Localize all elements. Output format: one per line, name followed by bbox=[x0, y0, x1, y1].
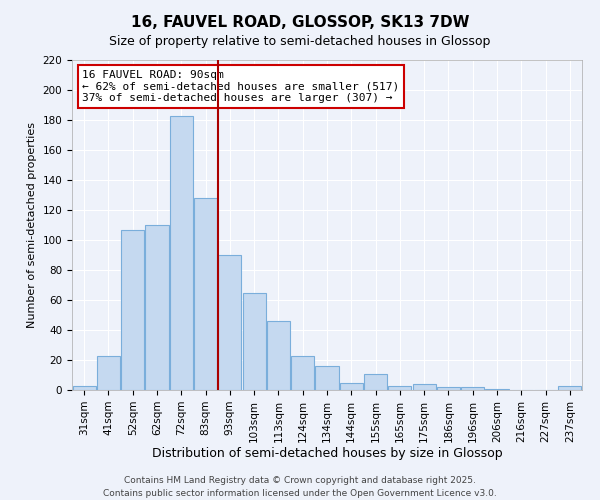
Bar bbox=[194, 198, 217, 390]
Bar bbox=[121, 230, 144, 390]
Text: 16, FAUVEL ROAD, GLOSSOP, SK13 7DW: 16, FAUVEL ROAD, GLOSSOP, SK13 7DW bbox=[131, 15, 469, 30]
Text: Size of property relative to semi-detached houses in Glossop: Size of property relative to semi-detach… bbox=[109, 35, 491, 48]
Bar bbox=[291, 356, 314, 390]
Bar bbox=[559, 386, 581, 390]
Text: Contains HM Land Registry data © Crown copyright and database right 2025.
Contai: Contains HM Land Registry data © Crown c… bbox=[103, 476, 497, 498]
Bar bbox=[170, 116, 193, 390]
Bar bbox=[316, 366, 338, 390]
Bar bbox=[388, 386, 412, 390]
Bar bbox=[413, 384, 436, 390]
Bar bbox=[364, 374, 387, 390]
Bar bbox=[145, 225, 169, 390]
Bar bbox=[73, 386, 95, 390]
Bar bbox=[242, 292, 266, 390]
X-axis label: Distribution of semi-detached houses by size in Glossop: Distribution of semi-detached houses by … bbox=[152, 448, 502, 460]
Text: 16 FAUVEL ROAD: 90sqm
← 62% of semi-detached houses are smaller (517)
37% of sem: 16 FAUVEL ROAD: 90sqm ← 62% of semi-deta… bbox=[82, 70, 400, 103]
Bar bbox=[267, 321, 290, 390]
Bar bbox=[340, 382, 363, 390]
Bar bbox=[97, 356, 120, 390]
Bar bbox=[218, 255, 241, 390]
Bar bbox=[485, 388, 509, 390]
Y-axis label: Number of semi-detached properties: Number of semi-detached properties bbox=[27, 122, 37, 328]
Bar bbox=[461, 387, 484, 390]
Bar bbox=[437, 387, 460, 390]
